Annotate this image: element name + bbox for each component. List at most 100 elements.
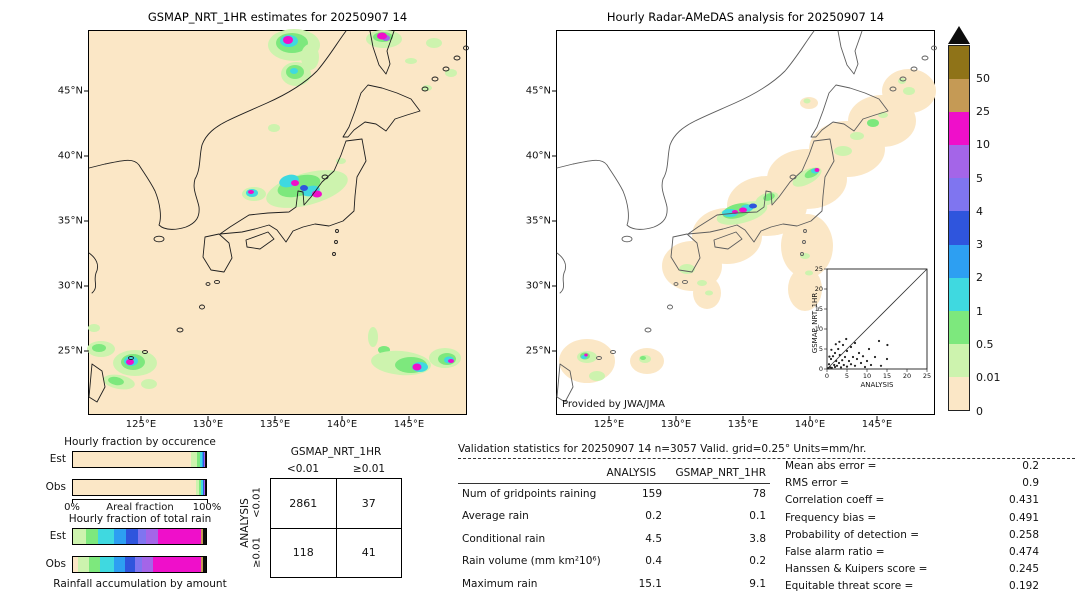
gsmap-value: 3.8	[749, 532, 766, 545]
occurrence-title: Hourly fraction by occurence	[64, 436, 216, 448]
stackbar-segment	[114, 557, 125, 572]
lat-tick-label: 25°N	[57, 345, 83, 357]
gsmap-col-header: GSMAP_NRT_1HR	[675, 467, 766, 479]
validation-stat: Equitable threat score = 0.192	[785, 580, 1041, 597]
stackbar-segment	[126, 529, 139, 544]
stackbar-segment	[204, 480, 206, 495]
contingency-row-2: ≥0.01	[251, 537, 263, 568]
stackbar-segment	[203, 557, 206, 572]
radar-map-title: Hourly Radar-AMeDAS analysis for 2025090…	[606, 10, 885, 24]
validation-row-label: Maximum rain	[462, 577, 538, 590]
stat-value: 0.431	[1008, 494, 1039, 507]
analysis-value: 0.4	[645, 555, 662, 568]
validation-stat: False alarm ratio = 0.474	[785, 546, 1041, 563]
stackbar-segment	[201, 480, 203, 495]
analysis-value: 159	[641, 488, 662, 500]
radar-map-panel: Hourly Radar-AMeDAS analysis for 2025090…	[526, 10, 937, 430]
stat-value: 0.2	[1022, 460, 1039, 472]
svg-text:20: 20	[903, 372, 911, 380]
stackbar-segment	[203, 480, 205, 495]
stackbar-segment	[199, 480, 202, 495]
totalrain-obs-bar	[72, 556, 207, 573]
stat-label: Mean abs error =	[785, 460, 877, 472]
stat-label: Correlation coeff =	[785, 494, 885, 507]
stackbar-segment	[203, 529, 206, 544]
gsmap-value: 78	[752, 488, 766, 500]
gsmap-map-panel: GSMAP_NRT_1HR estimates for 20250907 14	[58, 10, 469, 430]
occurrence-est-bar	[72, 451, 207, 468]
precip-overlay	[87, 29, 461, 390]
stackbar-segment	[202, 480, 204, 495]
svg-text:25: 25	[923, 372, 931, 380]
occurrence-axis-label: Areal fraction	[106, 502, 174, 513]
colorbar-segment	[949, 178, 969, 212]
colorbar-segment	[949, 277, 969, 311]
colorbar-tick-label: 25	[976, 105, 990, 119]
stat-value: 0.245	[1008, 563, 1039, 576]
colorbar-segment	[949, 244, 969, 278]
contingency-col-2: ≥0.01	[352, 463, 386, 475]
stackbar-segment	[203, 480, 204, 495]
colorbar-tick-label: 5	[976, 171, 983, 185]
svg-text:5: 5	[819, 345, 823, 353]
stackbar-segment	[202, 452, 204, 467]
dashed-divider	[458, 458, 1075, 459]
svg-text:15: 15	[815, 305, 823, 313]
totalrain-caption: Rainfall accumulation by amount	[53, 578, 227, 590]
coastline	[88, 30, 469, 403]
contingency-cell: 118	[271, 528, 336, 577]
axis-tick	[207, 499, 208, 503]
stackbar-segment	[191, 452, 198, 467]
validation-stat: RMS error = 0.9	[785, 477, 1041, 494]
stackbar-segment	[114, 529, 127, 544]
totalrain-title: Hourly fraction of total rain	[68, 513, 212, 525]
stackbar-segment	[88, 557, 100, 572]
occurrence-obs-label: Obs	[45, 481, 66, 493]
validation-row: Num of gridpoints raining 159 78	[458, 488, 774, 510]
stackbar-segment	[204, 452, 206, 467]
stackbar-segment	[158, 529, 201, 544]
svg-text:15: 15	[883, 372, 891, 380]
svg-text:0: 0	[825, 372, 829, 380]
colorbar-tick-label: 0	[976, 404, 983, 418]
lat-tick-label: 40°N	[57, 150, 83, 162]
validation-row-label: Average rain	[462, 510, 529, 523]
stat-value: 0.192	[1008, 580, 1039, 593]
stackbar-segment	[205, 480, 206, 495]
colorbar-segment	[949, 79, 969, 113]
occurrence-axis-min: 0%	[64, 502, 80, 513]
lat-tick-label: 40°N	[525, 150, 551, 162]
stat-value: 0.491	[1008, 511, 1039, 524]
inset-ylabel: GSMAP_NRT_1HR	[811, 293, 819, 354]
stackbar-segment	[78, 557, 89, 572]
validation-row-label: Conditional rain	[462, 532, 546, 545]
stackbar-segment	[99, 557, 115, 572]
totalrain-est-bar	[72, 528, 207, 545]
occurrence-axis-max: 100%	[192, 502, 222, 513]
svg-text:10: 10	[815, 325, 823, 333]
lat-tick-label: 35°N	[57, 215, 83, 227]
stat-label: Frequency bias =	[785, 511, 877, 524]
totalrain-obs-label: Obs	[45, 558, 66, 570]
gsmap-value: 0.1	[749, 510, 766, 523]
analysis-value: 0.2	[645, 510, 662, 523]
occurrence-axis	[72, 499, 208, 500]
lat-tick-label: 30°N	[525, 280, 551, 292]
radar-map-svg	[552, 30, 937, 421]
contingency-cell: 2861	[271, 479, 336, 528]
validation-row: Average rain 0.2 0.1	[458, 510, 774, 532]
colorbar-segments	[948, 45, 970, 411]
stackbar-segment	[152, 557, 201, 572]
stackbar-segment	[200, 452, 202, 467]
stackbar-segment	[86, 529, 99, 544]
precip-overlay	[559, 69, 936, 383]
validation-stat: Mean abs error = 0.2	[785, 460, 1041, 477]
inset-xlabel: ANALYSIS	[860, 381, 894, 389]
data-credit: Provided by JWA/JMA	[562, 399, 665, 410]
validation-row-label: Rain volume (mm km²10⁶)	[462, 555, 601, 568]
validation-stat: Hanssen & Kuipers score = 0.245	[785, 563, 1041, 580]
scatter-inset-svg: GSMAP_NRT_1HR ANALYSIS 00 5 5 10 10 15 15 20 20 2…	[811, 265, 931, 389]
stackbar-segment	[146, 529, 159, 544]
stackbar-segment	[142, 557, 153, 572]
